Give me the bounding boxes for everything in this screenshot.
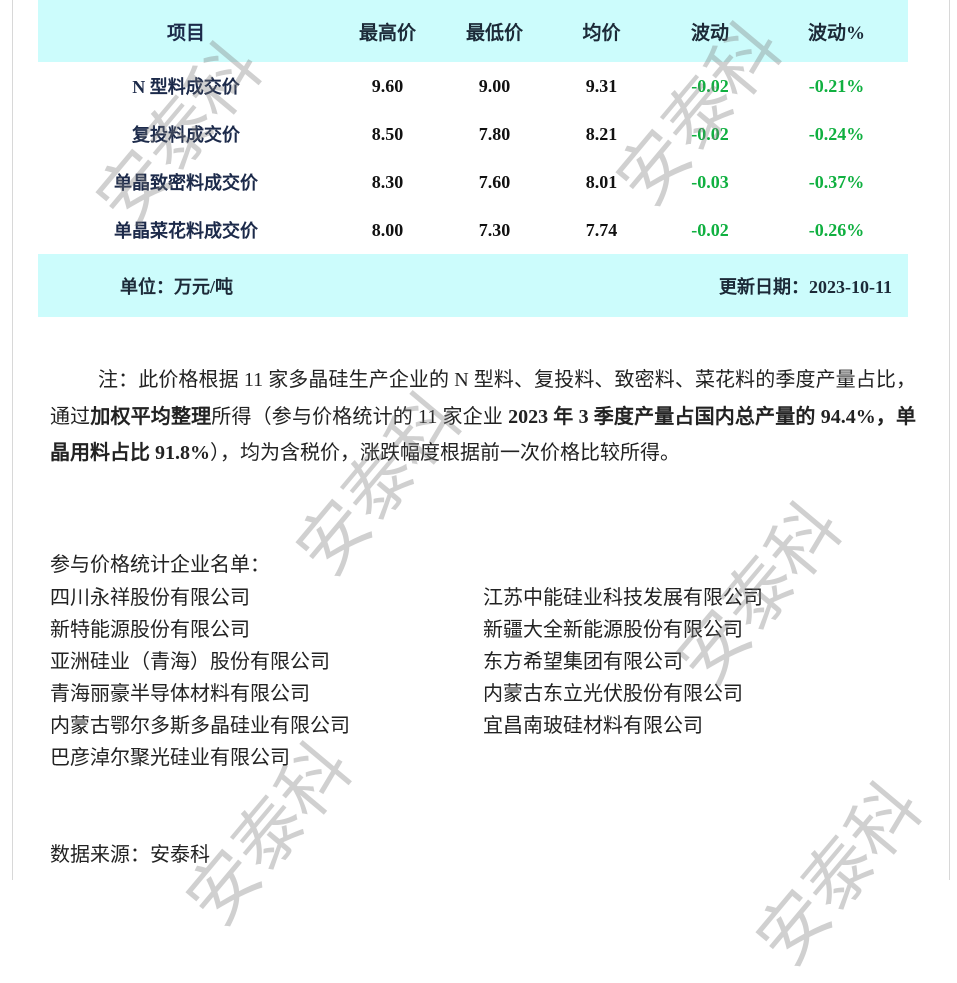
header-avg: 均价	[582, 22, 621, 44]
note-text: ），均为含税价，涨跌幅度根据前一次价格比较所得。	[210, 442, 680, 464]
header-high: 最高价	[358, 22, 416, 44]
row-change: -0.02	[691, 75, 729, 96]
table-row: N 型料成交价 9.60 9.00 9.31 -0.02 -0.21%	[38, 62, 908, 110]
row-change-pct: -0.37%	[808, 171, 865, 192]
header-low: 最低价	[465, 22, 523, 44]
row-item: 单晶致密料成交价	[114, 173, 258, 193]
row-change-pct: -0.26%	[808, 219, 865, 240]
table-row: 单晶菜花料成交价 8.00 7.30 7.74 -0.02 -0.26%	[38, 206, 908, 254]
row-high: 8.30	[371, 171, 404, 192]
company-item: 内蒙古鄂尔多斯多晶硅业有限公司	[50, 715, 350, 737]
row-change: -0.03	[691, 171, 729, 192]
row-change: -0.02	[691, 123, 729, 144]
note-text-bold: 2023 年 3 季度产量占国内总产量的 94.4%，单晶用料占比 91.8%	[50, 405, 917, 465]
header-change: 波动	[690, 22, 729, 44]
row-avg: 9.31	[585, 75, 618, 96]
table-row: 单晶致密料成交价 8.30 7.60 8.01 -0.03 -0.37%	[38, 158, 908, 206]
company-item: 江苏中能硅业科技发展有限公司	[483, 587, 763, 609]
row-item: 单晶菜花料成交价	[114, 221, 258, 241]
company-item: 亚洲硅业（青海）股份有限公司	[50, 651, 330, 673]
row-change-pct: -0.24%	[808, 123, 865, 144]
row-high: 8.50	[371, 123, 404, 144]
row-avg: 8.01	[585, 171, 618, 192]
row-avg: 7.74	[585, 219, 618, 240]
table-footer: 单位：万元/吨 更新日期：2023-10-11	[38, 254, 908, 317]
data-source: 数据来源：安泰科	[50, 844, 210, 866]
note-text: 所得（参与价格统计的 11 家企业	[211, 405, 509, 428]
company-item: 东方希望集团有限公司	[483, 651, 683, 673]
company-item: 新特能源股份有限公司	[50, 619, 250, 641]
table-header: 项目 最高价 最低价 均价 波动 波动%	[38, 0, 908, 62]
company-item: 青海丽豪半导体材料有限公司	[50, 683, 310, 705]
header-item: 项目	[166, 22, 205, 44]
price-table: 项目 最高价 最低价 均价 波动 波动% N 型料成交价 9.60 9.00 9.31…	[38, 0, 908, 317]
note-text: 注：此价格根据 11 家多晶硅生产企业的 N 型料、复投料、致密料、菜花料的季度…	[50, 369, 916, 428]
row-low: 7.60	[478, 171, 511, 192]
header-change-pct: 波动%	[807, 22, 865, 44]
table-row: 复投料成交价 8.50 7.80 8.21 -0.02 -0.24%	[38, 110, 908, 158]
document-page	[12, 0, 950, 880]
row-item: 复投料成交价	[132, 125, 240, 145]
company-item: 巴彦淖尔聚光硅业有限公司	[50, 747, 290, 769]
company-item: 新疆大全新能源股份有限公司	[483, 619, 743, 641]
row-high: 9.60	[371, 75, 404, 96]
note-paragraph: 注：此价格根据 11 家多晶硅生产企业的 N 型料、复投料、致密料、菜花料的季度…	[50, 362, 916, 472]
company-item: 宜昌南玻硅材料有限公司	[483, 715, 703, 737]
note-text-bold: 加权平均整理	[90, 405, 212, 428]
company-item: 四川永祥股份有限公司	[50, 587, 250, 609]
row-low: 7.30	[478, 219, 511, 240]
company-list-right: 江苏中能硅业科技发展有限公司 新疆大全新能源股份有限公司 东方希望集团有限公司内蒙古…	[483, 582, 763, 742]
company-list-left: 四川永祥股份有限公司 新特能源股份有限公司亚洲硅业（青海）股份有限公司 青海丽豪半导…	[50, 582, 350, 774]
company-list-title: 参与价格统计企业名单：	[50, 554, 270, 576]
row-change: -0.02	[691, 219, 729, 240]
row-high: 8.00	[371, 219, 404, 240]
row-low: 9.00	[478, 75, 511, 96]
company-item: 内蒙古东立光伏股份有限公司	[483, 683, 743, 705]
row-avg: 8.21	[585, 123, 618, 144]
unit-label: 单位：万元/吨	[120, 276, 234, 297]
row-low: 7.80	[478, 123, 511, 144]
update-date: 更新日期：2023-10-11	[719, 276, 892, 297]
row-change-pct: -0.21%	[808, 75, 865, 96]
row-item: N 型料成交价	[132, 77, 240, 97]
